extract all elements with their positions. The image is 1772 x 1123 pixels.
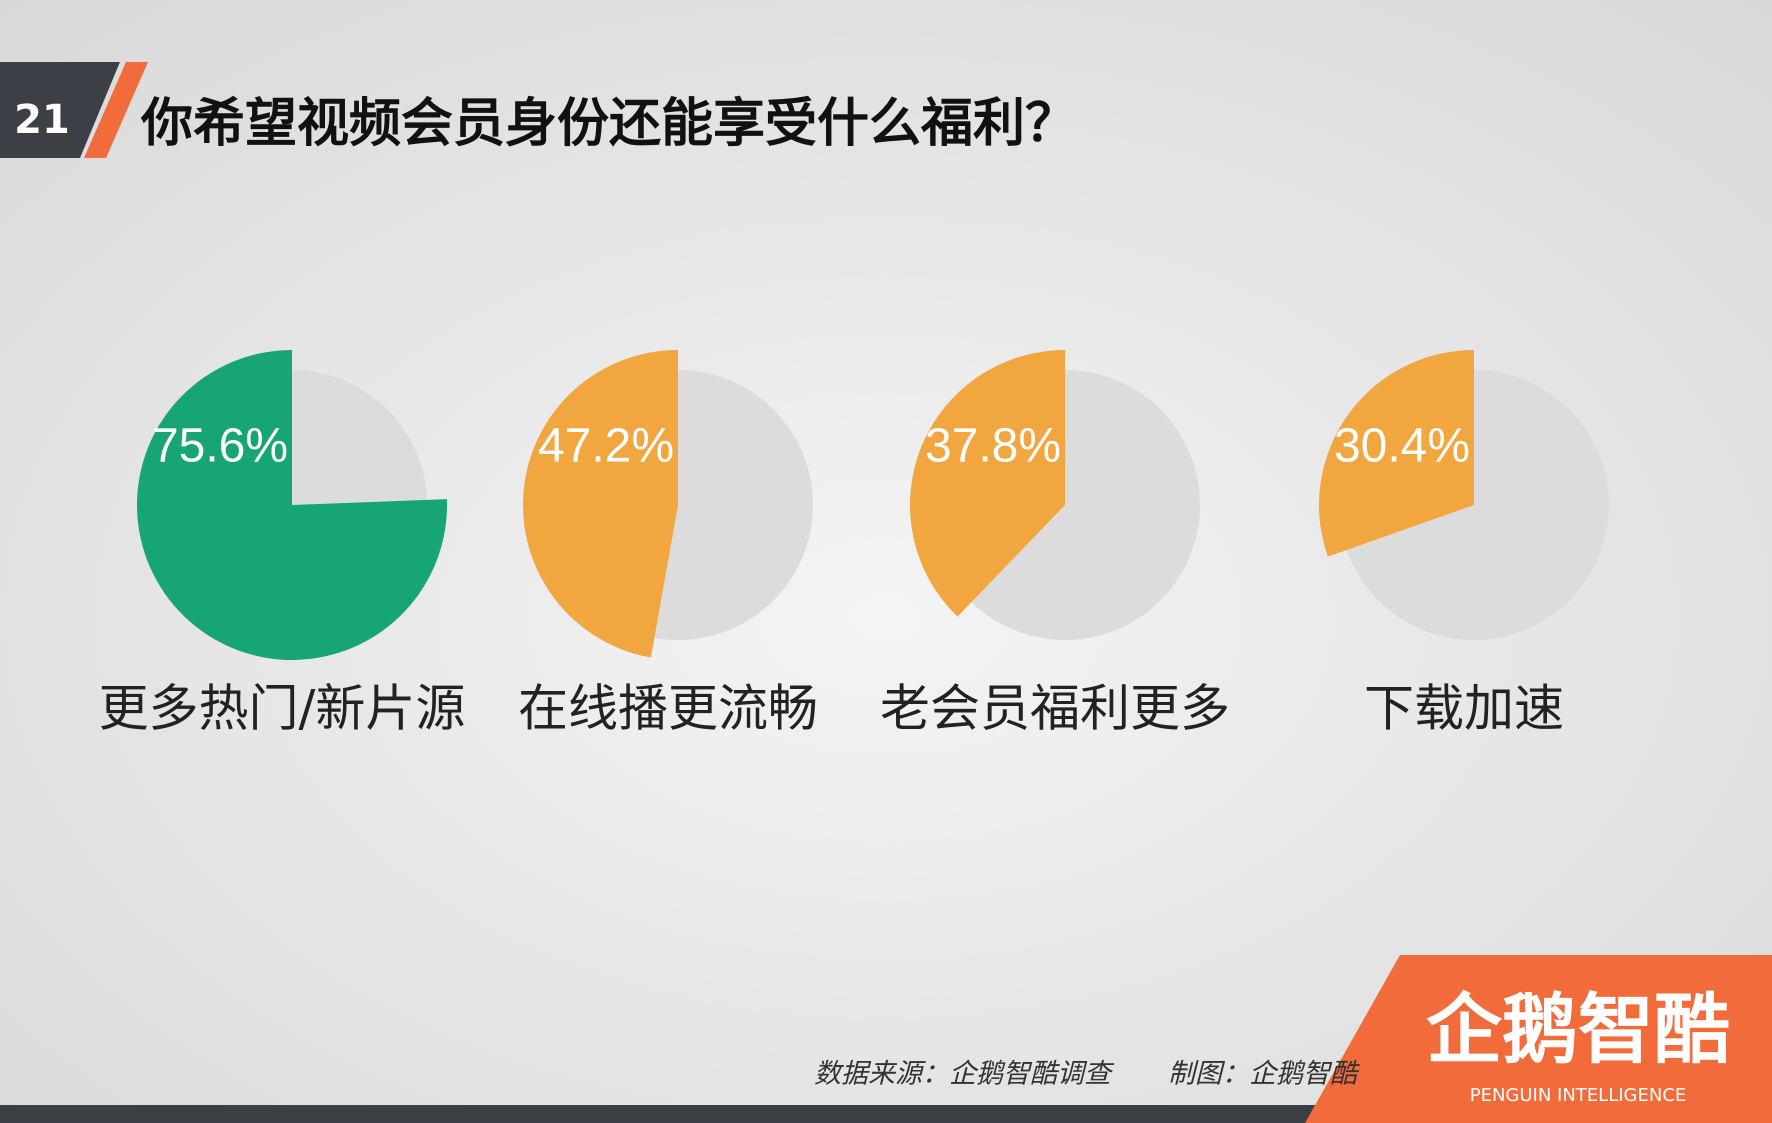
- category-label: 更多热门/新片源: [99, 680, 466, 738]
- pie-slice: [137, 350, 447, 660]
- category-label: 老会员福利更多: [880, 680, 1230, 738]
- value-label: 75.6%: [152, 420, 288, 473]
- pie-slice: [910, 350, 1065, 617]
- category-label: 下载加速: [1364, 680, 1564, 738]
- value-label: 37.8%: [925, 420, 1061, 473]
- page-number-box: [0, 62, 120, 158]
- value-label: 30.4%: [1334, 420, 1470, 473]
- page-number: 21: [14, 97, 70, 143]
- slash: [84, 62, 148, 158]
- source: 数据来源：企鹅智酷调查: [814, 1059, 1115, 1090]
- credit: 制图：企鹅智酷: [1168, 1059, 1360, 1090]
- logo-tagline: PENGUIN INTELLIGENCE: [1470, 1085, 1687, 1106]
- value-label: 47.2%: [538, 420, 674, 473]
- category-label: 在线播更流畅: [518, 680, 818, 738]
- logo-name: 企鹅智酷: [1426, 985, 1730, 1074]
- pie-slice: [1319, 350, 1474, 557]
- pie-slice: [522, 350, 678, 658]
- title: 你希望视频会员身份还能享受什么福利？: [140, 94, 1077, 154]
- pie-charts: 75.6% 更多热门/新片源 47.2% 在线播更流畅 37.8% 老会员福利更多 30.4…: [99, 350, 1609, 738]
- logo-block: [1305, 955, 1772, 1123]
